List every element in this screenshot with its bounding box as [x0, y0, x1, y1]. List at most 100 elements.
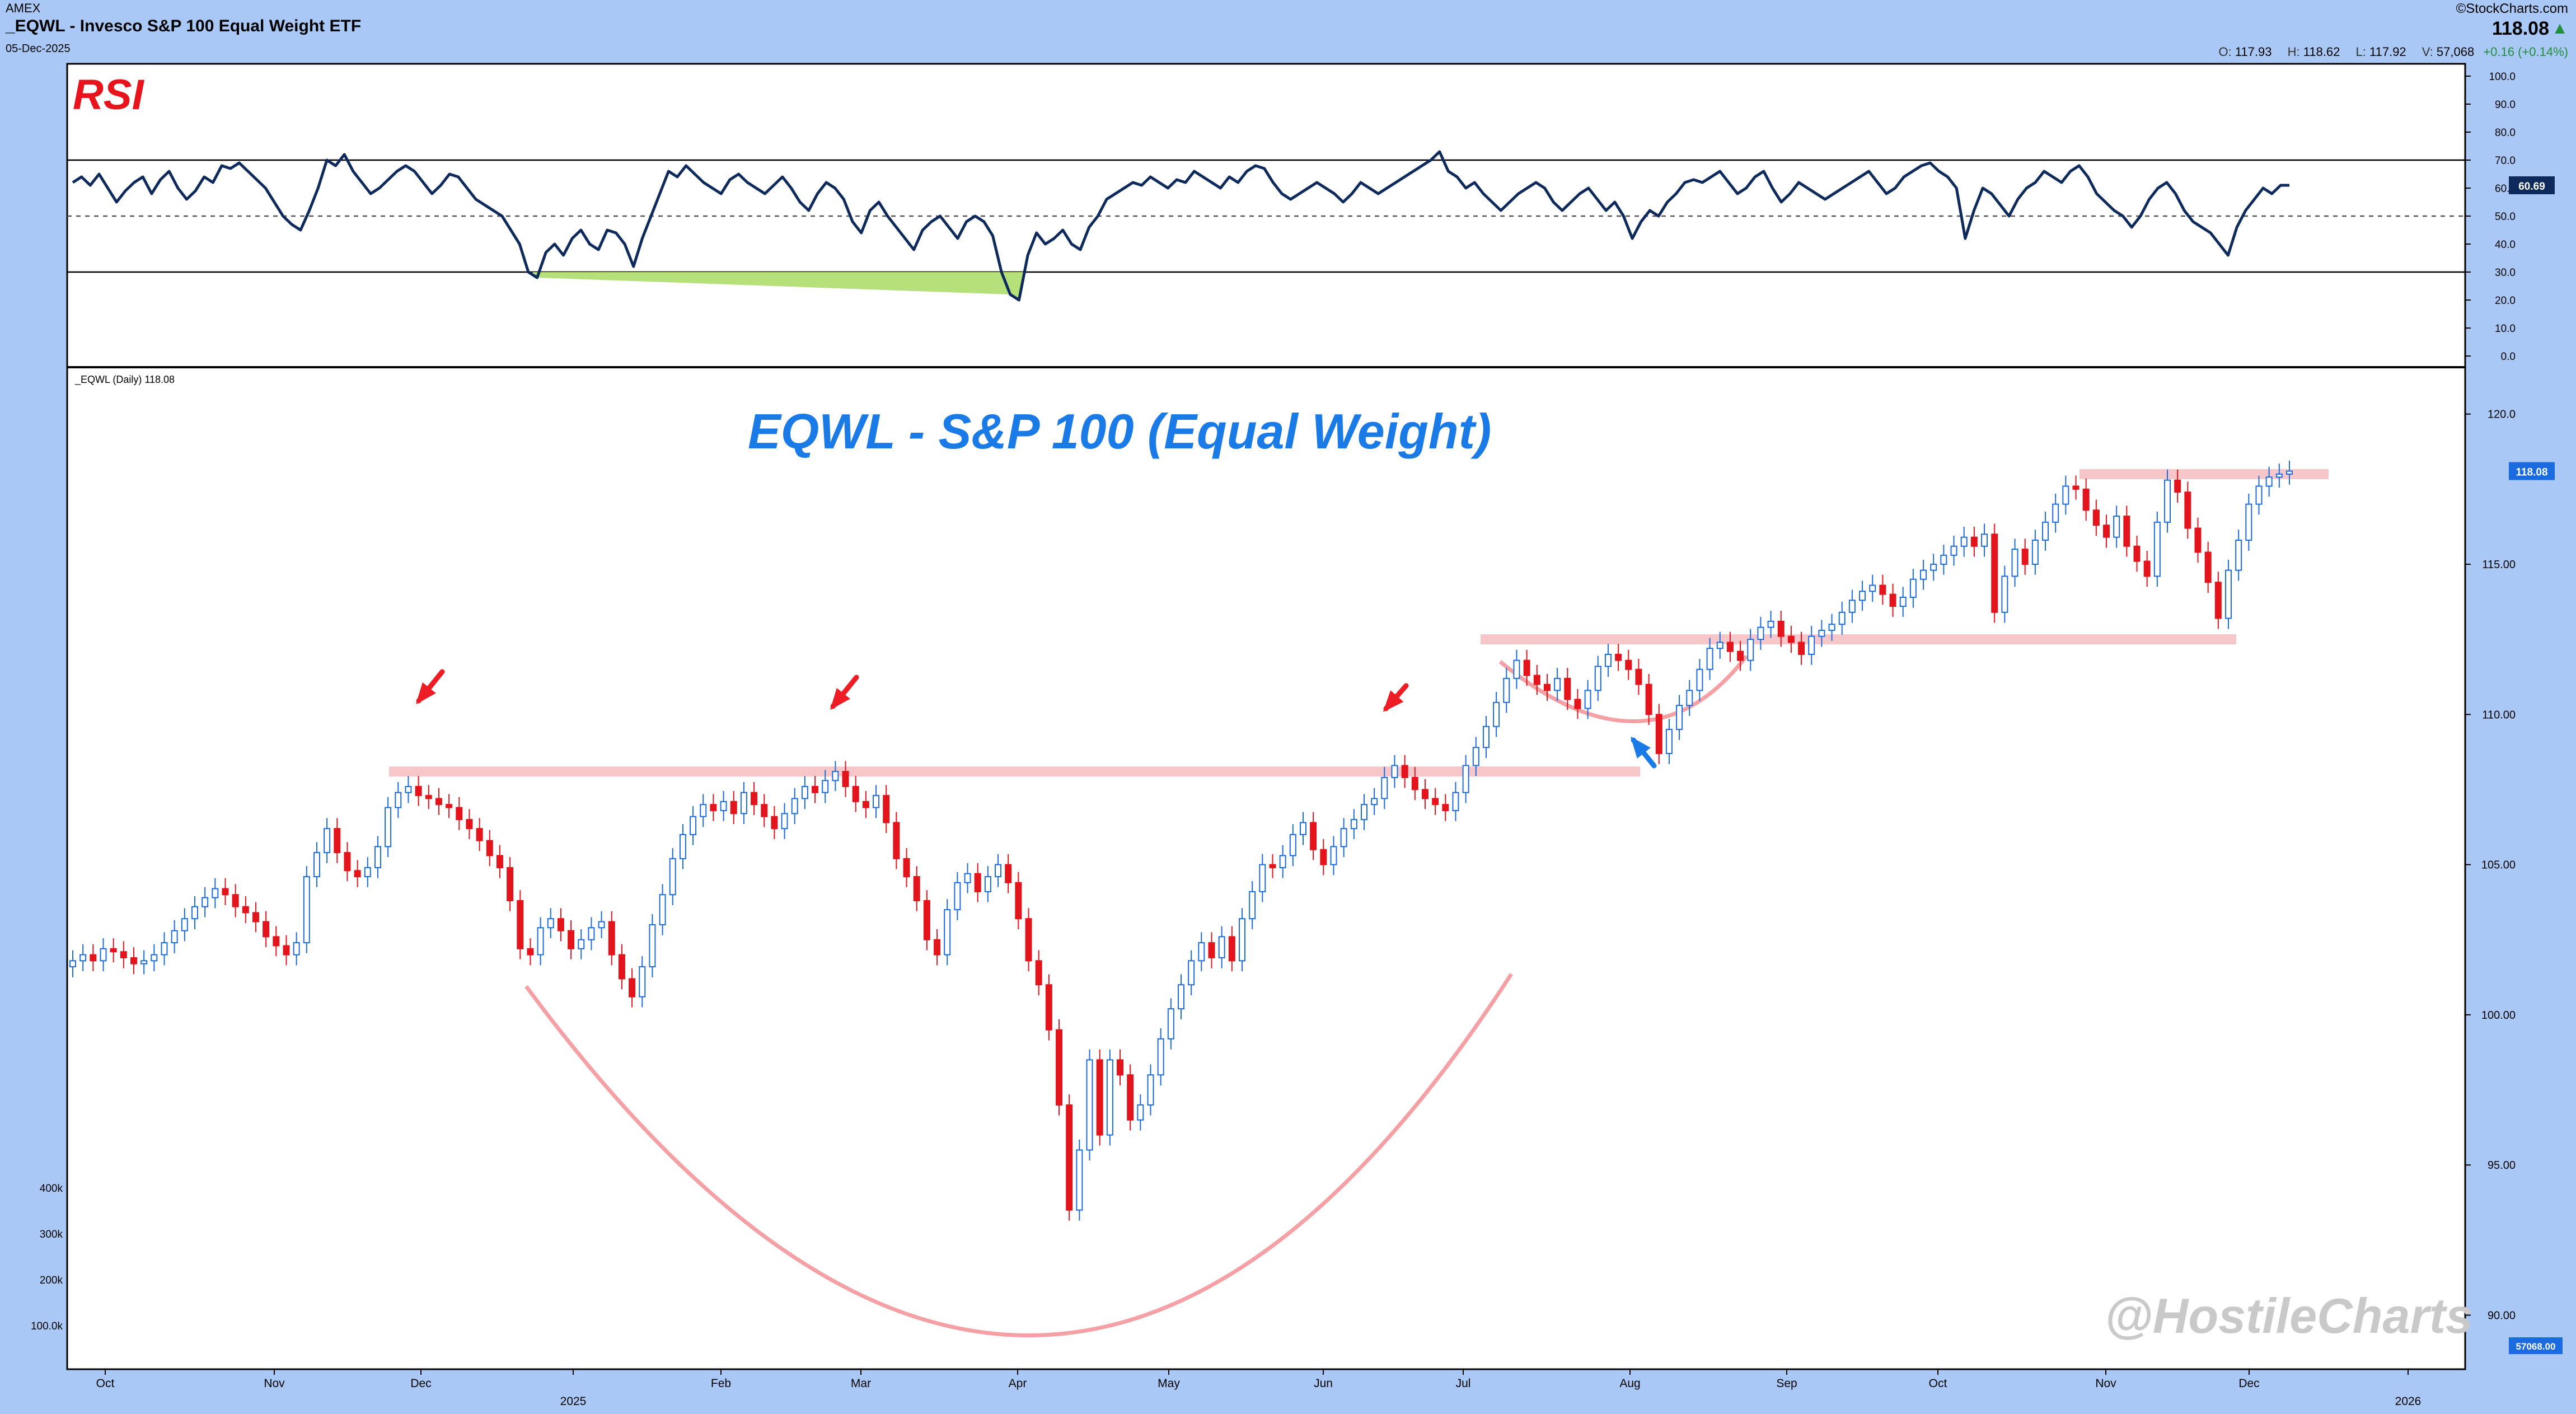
candle-body: [649, 924, 656, 968]
candle-body: [1117, 1059, 1124, 1076]
rsi-tick-label: 90.0: [2495, 99, 2516, 111]
candle-body: [1879, 584, 1886, 595]
open-label: O:: [2218, 45, 2232, 59]
price-last-value: 118.08: [2516, 467, 2547, 479]
candle-body: [293, 942, 300, 956]
candle-body: [598, 921, 605, 929]
candle-body: [1503, 677, 1510, 703]
candle-body: [822, 780, 829, 793]
candle-body: [852, 786, 859, 802]
candle-body: [344, 852, 351, 872]
red-arrow-icon-head: [1383, 690, 1404, 713]
candle-body: [1930, 563, 1937, 571]
candle-body: [1920, 569, 1927, 580]
volume-axis-label: 200k: [40, 1275, 63, 1286]
change-value: +0.16 (+0.14%): [2483, 45, 2568, 59]
candle-body: [1228, 936, 1235, 962]
x-tick-label: Jul: [1456, 1377, 1471, 1390]
candle-body: [2143, 560, 2151, 577]
source-link[interactable]: ©StockCharts.com: [2456, 1, 2568, 16]
rsi-tick-label: 30.0: [2495, 267, 2516, 279]
candle-body: [557, 918, 564, 931]
up-arrow-icon: ▲: [2551, 19, 2568, 38]
candle-body: [2194, 527, 2202, 553]
candle-body: [415, 786, 422, 797]
candle-body: [1604, 653, 1612, 667]
candle-body: [456, 807, 463, 821]
candle-body: [1482, 725, 1490, 748]
volume-axis-label: 300k: [40, 1229, 63, 1240]
candle-body: [1249, 891, 1256, 920]
support-resistance-zone: [389, 766, 1640, 777]
candle-body: [1533, 675, 1540, 685]
candle-body: [69, 960, 76, 968]
chart-title: EQWL - S&P 100 (Equal Weight): [748, 404, 1492, 459]
candle-body: [1188, 960, 1195, 986]
candle-body: [232, 894, 239, 907]
candle-body: [405, 786, 412, 793]
candle-body: [2184, 491, 2191, 529]
rsi-line: [72, 150, 2289, 302]
candle-body: [740, 792, 747, 814]
candle-body: [1594, 666, 1601, 691]
candle-body: [1869, 584, 1876, 592]
candle-body: [1320, 849, 1327, 865]
candle-body: [1442, 804, 1449, 811]
candle-body: [1015, 882, 1022, 920]
candle-body: [79, 954, 87, 962]
rsi-last-value: 60.69: [2518, 181, 2545, 193]
candle-body: [1970, 536, 1978, 547]
candle-body: [1665, 729, 1673, 755]
candle-body: [1696, 668, 1703, 691]
x-tick-label: Dec: [410, 1377, 431, 1390]
rsi-tick-label: 70.0: [2495, 155, 2516, 167]
candle-body: [832, 771, 839, 781]
candle-body: [679, 834, 686, 859]
volume-last-value: 57068.00: [2516, 1341, 2556, 1352]
candle-body: [659, 894, 666, 925]
candle-body: [1137, 1104, 1144, 1121]
candle-body: [954, 882, 961, 911]
candle-body: [364, 867, 371, 878]
candle-body: [618, 954, 625, 980]
candle-body: [1269, 864, 1276, 868]
candle-body: [1513, 659, 1520, 679]
candle-body: [842, 771, 849, 788]
candle-body: [1655, 714, 1662, 755]
candle-body: [2072, 485, 2079, 490]
support-resistance-zone: [1481, 634, 2236, 645]
candle-body: [181, 918, 188, 931]
candle-body: [324, 828, 331, 854]
candle-body: [1777, 620, 1785, 637]
candle-body: [395, 792, 402, 808]
candle-body: [2225, 569, 2232, 619]
candle-body: [425, 795, 432, 799]
price-panel-label: _EQWL (Daily) 118.08: [75, 374, 175, 385]
candle-body: [202, 897, 209, 907]
candle-body: [1167, 1008, 1174, 1040]
rsi-tick-label: 100.0: [2489, 71, 2516, 83]
candle-body: [1279, 855, 1286, 868]
candle-body: [2235, 540, 2242, 571]
candle-body: [1940, 554, 1947, 565]
candle-body: [771, 816, 778, 830]
candle-body: [720, 800, 727, 811]
candle-body: [242, 906, 249, 914]
candle-body: [1787, 635, 1795, 643]
candle-body: [527, 948, 534, 956]
candle-body: [1411, 776, 1418, 790]
candle-body: [1310, 822, 1317, 850]
volume-label: V:: [2422, 45, 2433, 59]
candle-body: [2031, 540, 2039, 565]
rsi-panel: [67, 150, 2465, 302]
candle-body: [2133, 545, 2141, 562]
candle-body: [537, 927, 544, 956]
candle-body: [1360, 804, 1367, 821]
low-label: L:: [2355, 45, 2366, 59]
price-tick-label: 120.0: [2488, 409, 2516, 421]
x-tick-label: 2026: [2395, 1395, 2422, 1408]
candle-body: [1808, 635, 1815, 655]
candle-body: [1381, 776, 1388, 799]
candle-body: [984, 876, 991, 892]
